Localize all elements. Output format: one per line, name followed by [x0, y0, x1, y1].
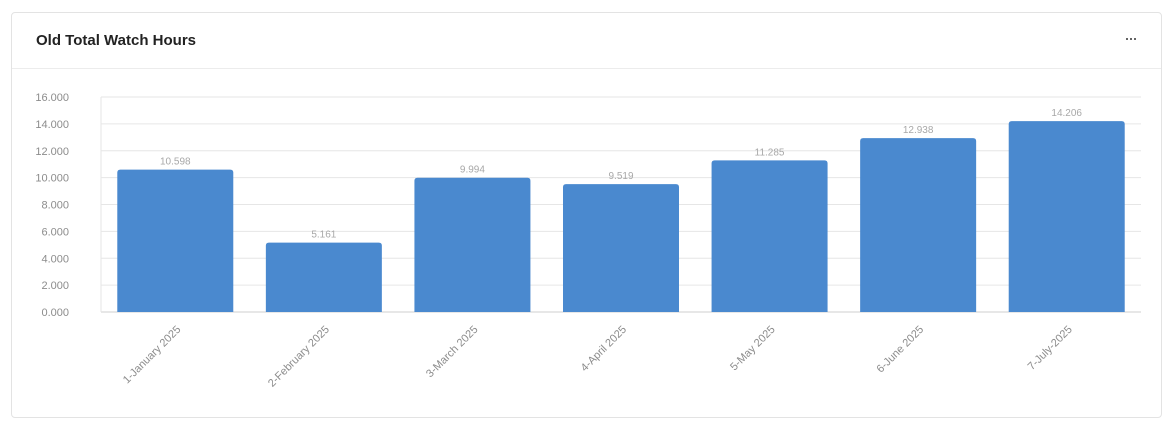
- x-tick-label: 5-May 2025: [728, 324, 778, 374]
- more-dot: [1130, 38, 1132, 40]
- x-tick-label: 7-July-2025: [1026, 324, 1075, 373]
- y-tick-label: 14.000: [35, 119, 69, 131]
- bar[interactable]: [711, 160, 828, 312]
- bar[interactable]: [860, 138, 977, 312]
- x-tick-label: 6-June 2025: [875, 324, 927, 376]
- more-options-icon[interactable]: [1119, 27, 1143, 51]
- y-tick-label: 4.000: [41, 253, 69, 265]
- data-label: 9.994: [460, 165, 485, 176]
- bar[interactable]: [563, 184, 679, 312]
- y-tick-label: 2.000: [41, 280, 69, 292]
- y-tick-label: 8.000: [41, 200, 69, 212]
- data-label: 12.938: [903, 125, 934, 136]
- x-tick-label: 1-January 2025: [121, 324, 184, 387]
- data-label: 14.206: [1051, 108, 1082, 119]
- data-label: 11.285: [755, 147, 785, 158]
- data-label: 5.161: [311, 230, 336, 241]
- bar[interactable]: [1008, 121, 1125, 312]
- y-tick-label: 6.000: [41, 226, 69, 238]
- bar[interactable]: [414, 177, 531, 312]
- card-header: Old Total Watch Hours: [12, 13, 1161, 69]
- y-tick-label: 0.000: [41, 307, 69, 319]
- x-tick-label: 3-March 2025: [424, 324, 480, 380]
- data-label: 9.519: [608, 171, 633, 182]
- chart-title: Old Total Watch Hours: [36, 32, 196, 49]
- more-dot: [1134, 38, 1136, 40]
- y-tick-label: 12.000: [35, 146, 69, 158]
- more-dot: [1126, 38, 1128, 40]
- bar[interactable]: [265, 242, 382, 312]
- y-tick-label: 10.000: [35, 173, 69, 185]
- y-tick-label: 16.000: [35, 92, 69, 104]
- x-tick-label: 2-February 2025: [266, 324, 332, 390]
- x-tick-label: 4-April 2025: [579, 324, 629, 374]
- bar[interactable]: [117, 169, 234, 312]
- data-label: 10.598: [160, 157, 191, 168]
